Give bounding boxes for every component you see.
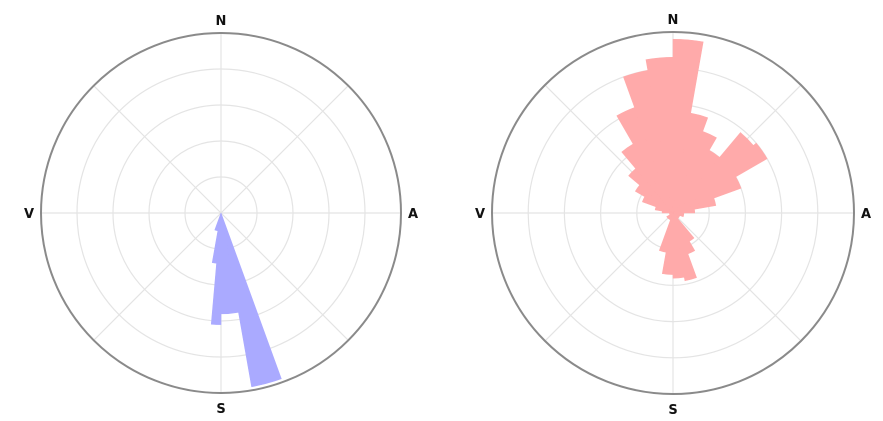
direction-label-south: S <box>668 403 677 418</box>
polar-grid <box>41 33 401 393</box>
polar-bars <box>616 38 768 282</box>
grid-spoke <box>672 212 802 342</box>
polar-bar <box>672 142 768 214</box>
polar-bars <box>210 212 282 388</box>
polar-frame <box>491 31 855 395</box>
polar-bar <box>672 197 717 214</box>
direction-label-south: S <box>216 402 225 417</box>
direction-label-north: N <box>216 14 227 29</box>
direction-label-west: V <box>475 207 485 222</box>
grid-spoke <box>544 212 674 342</box>
grid-spoke <box>220 212 349 341</box>
polar-bar <box>672 130 717 214</box>
polar-bar <box>214 212 222 232</box>
polar-frame <box>40 32 402 394</box>
grid-spoke <box>220 85 349 214</box>
polar-bar <box>645 57 674 214</box>
polar-bar <box>220 212 282 388</box>
polar-chart-right: N A S V <box>475 13 871 418</box>
polar-bar <box>672 208 696 214</box>
polar-bar <box>666 212 674 221</box>
grid-spoke <box>93 212 222 341</box>
direction-label-east: A <box>408 207 418 222</box>
polar-bar <box>658 212 674 253</box>
polar-bar <box>672 112 709 214</box>
direction-label-west: V <box>24 207 34 222</box>
polar-bar <box>672 176 742 214</box>
polar-bar <box>672 212 685 279</box>
polar-chart-left: N A S V <box>24 14 418 417</box>
polar-bar <box>672 212 697 282</box>
direction-label-north: N <box>668 13 679 28</box>
direction-label-east: A <box>861 207 871 222</box>
grid-spoke <box>93 85 222 214</box>
